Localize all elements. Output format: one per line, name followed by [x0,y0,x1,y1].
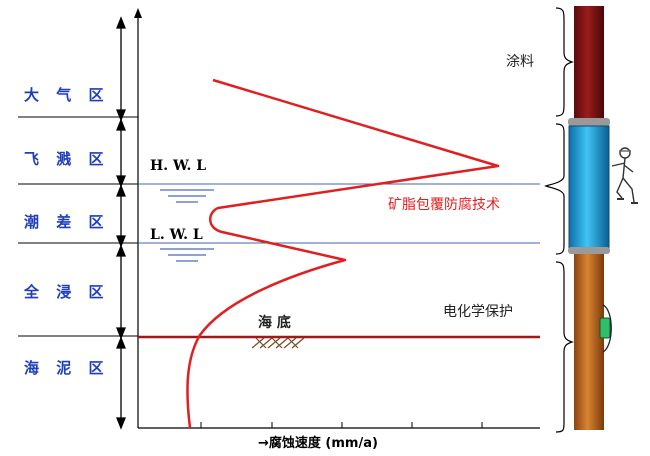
zone-label-mud: 海 泥 区 [24,359,109,377]
x-axis-label: →腐蚀速度 (mm/a) [258,435,378,451]
pile-clamp-bottom [568,247,610,254]
hwl-label: H. W. L [150,158,206,174]
sacrificial-anode-icon [599,317,611,339]
zone-label-immersion: 全 浸 区 [23,283,109,301]
pile-submerged-section [574,254,604,430]
seabed-label: 海 底 [258,314,291,331]
pile-wrapped-section [568,125,610,251]
zone-height-arrows [116,16,126,430]
brace-cathodic [555,261,574,433]
petrolatum-label: 矿脂包覆防腐技术 [388,196,500,213]
hwl-water-symbol [160,189,214,203]
zone-label-splash: 飞 溅 区 [24,150,109,168]
brace-petrolatum [544,123,565,255]
zone-label-atmosphere: 大 气 区 [24,86,109,104]
steel-pile [568,6,612,430]
coating-label: 涂料 [506,54,534,70]
lwl-label: L. W. L [150,227,203,243]
pile-clamp-top [568,118,610,126]
corrosion-rate-curve [186,78,500,429]
worker-icon [611,147,638,204]
zone-label-tidal: 潮 差 区 [24,213,109,231]
seabed-hatch-icon [251,337,305,349]
brace-coating [555,7,574,117]
lwl-water-symbol [160,248,214,262]
zone-separators [18,116,138,337]
cathodic-label: 电化学保护 [443,304,513,320]
pile-coated-section [574,6,604,120]
plot-axes [134,8,540,429]
